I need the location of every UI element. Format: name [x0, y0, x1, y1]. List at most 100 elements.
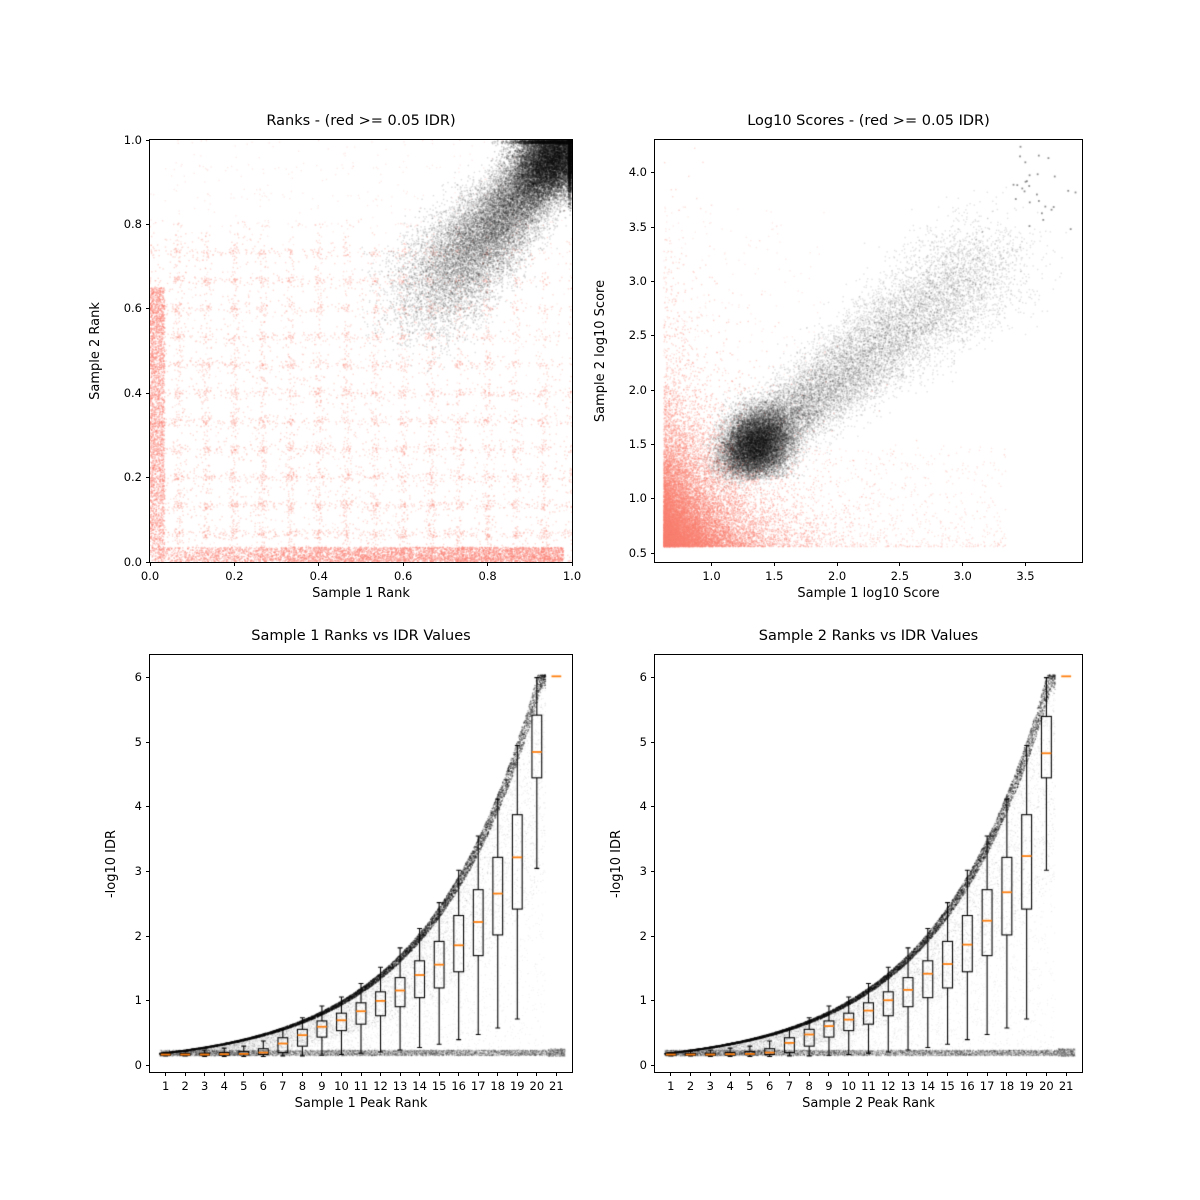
y-tick-mark: [651, 741, 655, 743]
x-tick-mark: [233, 562, 235, 566]
y-tick-label: 0.2: [123, 470, 142, 485]
y-tick-mark: [651, 444, 655, 446]
x-tick-label: 15: [940, 1079, 955, 1093]
x-tick-mark: [690, 1072, 692, 1076]
plot-area: [654, 139, 1083, 563]
y-tick-mark: [146, 741, 150, 743]
log10-scores-canvas: [655, 140, 1082, 562]
x-tick-mark: [360, 1072, 362, 1076]
y-tick-mark: [146, 477, 150, 479]
x-axis-label: Sample 1 Peak Rank: [294, 1096, 428, 1111]
x-tick-label: 6: [765, 1079, 774, 1093]
x-tick-mark: [808, 1072, 810, 1076]
x-tick-mark: [204, 1072, 206, 1076]
x-tick-label: 1.5: [765, 569, 784, 583]
x-tick-mark: [165, 1072, 167, 1076]
chart-title: Log10 Scores - (red >= 0.05 IDR): [747, 113, 990, 129]
x-tick-label: 21: [549, 1079, 564, 1093]
x-tick-mark: [947, 1072, 949, 1076]
y-tick-mark: [146, 806, 150, 808]
x-tick-label: 9: [825, 1079, 833, 1093]
x-tick-label: 0.4: [309, 569, 328, 583]
y-tick-mark: [651, 1000, 655, 1002]
x-tick-mark: [899, 562, 901, 566]
x-tick-label: 4: [220, 1079, 228, 1093]
x-tick-mark: [571, 562, 573, 566]
y-tick-mark: [146, 935, 150, 937]
y-tick-label: 5: [639, 734, 647, 749]
y-tick-label: 0.0: [123, 554, 142, 569]
x-tick-mark: [380, 1072, 382, 1076]
y-tick-mark: [146, 1000, 150, 1002]
x-axis-label: Sample 1 log10 Score: [797, 586, 940, 601]
y-tick-label: 5: [134, 734, 142, 749]
x-tick-mark: [836, 562, 838, 566]
x-tick-mark: [318, 562, 320, 566]
x-tick-mark: [321, 1072, 323, 1076]
y-tick-label: 3.0: [628, 273, 647, 288]
x-tick-mark: [1024, 562, 1026, 566]
x-tick-mark: [516, 1072, 518, 1076]
y-tick-mark: [146, 561, 150, 563]
sample2-idr-canvas: [655, 655, 1082, 1072]
chart-title: Ranks - (red >= 0.05 IDR): [266, 113, 456, 129]
y-tick-label: 6: [639, 670, 647, 685]
y-tick-label: 3.5: [628, 219, 647, 234]
x-tick-mark: [966, 1072, 968, 1076]
x-tick-label: 5: [746, 1079, 754, 1093]
x-tick-mark: [1045, 1072, 1047, 1076]
x-tick-mark: [1065, 1072, 1067, 1076]
x-tick-label: 21: [1058, 1079, 1074, 1093]
x-tick-mark: [848, 1072, 850, 1076]
y-tick-label: 1: [639, 993, 647, 1008]
x-tick-label: 17: [979, 1079, 995, 1093]
x-tick-label: 11: [353, 1079, 369, 1093]
x-tick-label: 18: [490, 1079, 506, 1093]
x-tick-label: 15: [431, 1079, 447, 1093]
x-tick-mark: [458, 1072, 460, 1076]
x-tick-label: 2.0: [827, 569, 847, 583]
x-tick-mark: [419, 1072, 421, 1076]
x-tick-label: 13: [900, 1079, 916, 1093]
x-tick-label: 5: [240, 1079, 248, 1093]
x-tick-mark: [709, 1072, 711, 1076]
x-tick-label: 12: [880, 1079, 896, 1093]
y-axis-label: Sample 2 Rank: [88, 302, 103, 400]
x-tick-label: 16: [960, 1079, 975, 1093]
y-tick-mark: [651, 498, 655, 500]
y-tick-mark: [146, 223, 150, 225]
x-tick-mark: [773, 562, 775, 566]
x-tick-label: 10: [334, 1079, 349, 1093]
x-tick-mark: [749, 1072, 751, 1076]
x-tick-label: 1.0: [562, 569, 582, 583]
chart-title: Sample 1 Ranks vs IDR Values: [251, 628, 471, 644]
y-tick-label: 1.0: [123, 132, 142, 147]
y-tick-label: 0.8: [123, 216, 142, 231]
x-tick-label: 17: [470, 1079, 486, 1093]
x-tick-label: 3.5: [1016, 569, 1035, 583]
x-tick-mark: [962, 562, 964, 566]
x-tick-label: 10: [841, 1079, 857, 1093]
y-tick-mark: [651, 806, 655, 808]
x-tick-label: 3: [201, 1079, 209, 1093]
x-tick-label: 8: [298, 1079, 307, 1093]
x-tick-mark: [282, 1072, 284, 1076]
y-tick-label: 4.0: [628, 165, 647, 180]
y-tick-label: 2.5: [628, 328, 647, 343]
plot-area: [654, 654, 1083, 1073]
y-tick-mark: [651, 1065, 655, 1067]
x-tick-mark: [487, 562, 489, 566]
x-tick-mark: [402, 562, 404, 566]
x-tick-label: 1: [161, 1079, 170, 1093]
x-tick-mark: [769, 1072, 771, 1076]
x-tick-mark: [1026, 1072, 1028, 1076]
y-tick-label: 0.4: [123, 385, 142, 400]
y-tick-label: 2.0: [628, 382, 647, 397]
x-tick-label: 19: [1019, 1079, 1034, 1093]
y-tick-mark: [146, 139, 150, 141]
y-tick-mark: [146, 392, 150, 394]
y-tick-label: 0.6: [123, 301, 142, 316]
y-tick-label: 0.5: [628, 545, 647, 560]
y-tick-mark: [651, 935, 655, 937]
x-tick-mark: [1006, 1072, 1008, 1076]
